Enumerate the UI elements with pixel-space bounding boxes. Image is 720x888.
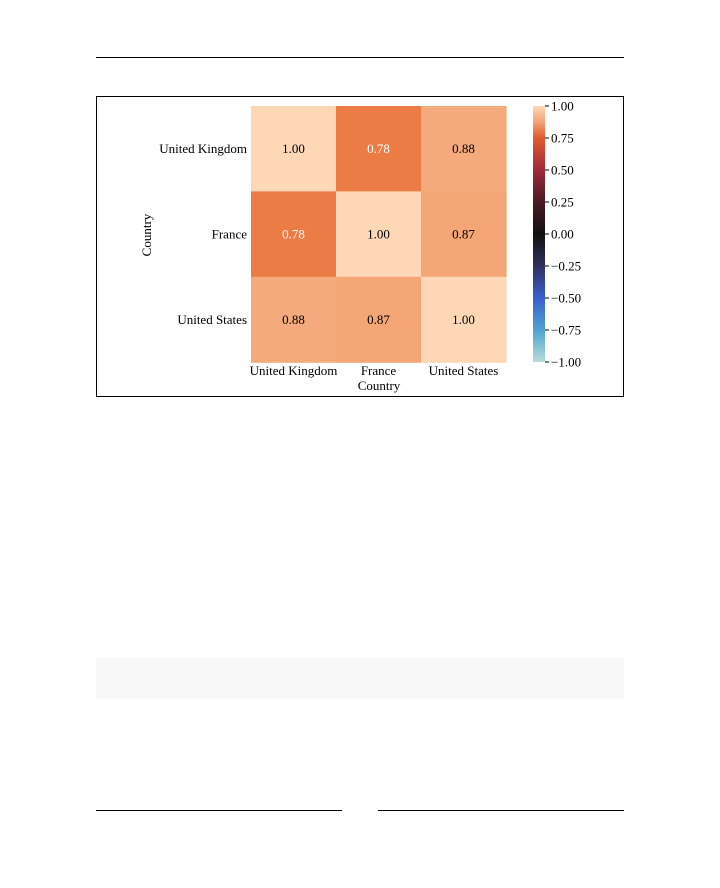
heatmap-cell-label: 0.87	[367, 312, 390, 327]
footer-rule-right	[378, 810, 624, 811]
colorbar-tick-label: 0.50	[551, 163, 574, 178]
heatmap-cell	[251, 106, 337, 192]
heatmap-cell-label: 1.00	[282, 141, 305, 156]
colorbar-ticks: 1.00 0.75 0.50 0.25 0.00 −0.25 −0.50 −0.75 −1.00	[545, 99, 581, 370]
colorbar-tick-label: 1.00	[551, 99, 574, 114]
colorbar-tick-label: 0.00	[551, 227, 574, 242]
y-tick-labels: United Kingdom France United States	[159, 141, 247, 327]
y-axis-label: Country	[139, 213, 154, 256]
heatmap-cell-label: 0.78	[367, 141, 390, 156]
colorbar-tick-label: 0.25	[551, 195, 574, 210]
x-tick-label: France	[361, 363, 397, 378]
heatmap-cell	[336, 276, 422, 363]
x-axis-label: Country	[358, 378, 401, 393]
colorbar	[533, 106, 545, 362]
heatmap-cell	[421, 106, 507, 192]
heatmap-cell-label: 0.88	[452, 141, 475, 156]
x-tick-label: United Kingdom	[250, 363, 338, 378]
heatmap-cells: 1.00 0.78 0.88 0.78 1.00 0.87 0.88 0.87 1.00	[251, 106, 507, 363]
heatmap-figure: 1.00 0.78 0.88 0.78 1.00 0.87 0.88 0.87 1.00 Uni…	[96, 96, 624, 397]
heatmap-cell	[421, 191, 507, 278]
heatmap-cell	[336, 191, 422, 278]
heatmap-cell-label: 0.87	[452, 227, 475, 242]
colorbar-tick-label: −0.50	[551, 291, 581, 306]
heatmap-cell-label: 0.78	[282, 227, 305, 242]
heatmap-cell	[336, 106, 422, 192]
y-tick-label: France	[212, 227, 248, 242]
colorbar-tick-label: −0.75	[551, 323, 581, 338]
colorbar-tick-label: −0.25	[551, 259, 581, 274]
y-tick-label: United Kingdom	[159, 141, 247, 156]
colorbar-tick-label: −1.00	[551, 355, 581, 370]
colorbar-tick-label: 0.75	[551, 131, 574, 146]
heatmap-cell-label: 1.00	[367, 227, 390, 242]
heatmap-cell	[251, 191, 337, 278]
heatmap-cell	[421, 276, 507, 363]
heatmap-cell	[251, 276, 337, 363]
code-block	[96, 658, 624, 699]
y-tick-label: United States	[177, 312, 247, 327]
heatmap-svg: 1.00 0.78 0.88 0.78 1.00 0.87 0.88 0.87 1.00 Uni…	[139, 99, 581, 394]
x-tick-labels: United Kingdom France United States	[250, 363, 499, 378]
heatmap-cell-label: 1.00	[452, 312, 475, 327]
header-rule	[96, 57, 624, 58]
heatmap-cell-label: 0.88	[282, 312, 305, 327]
x-tick-label: United States	[429, 363, 499, 378]
footer-rule-left	[96, 810, 342, 811]
